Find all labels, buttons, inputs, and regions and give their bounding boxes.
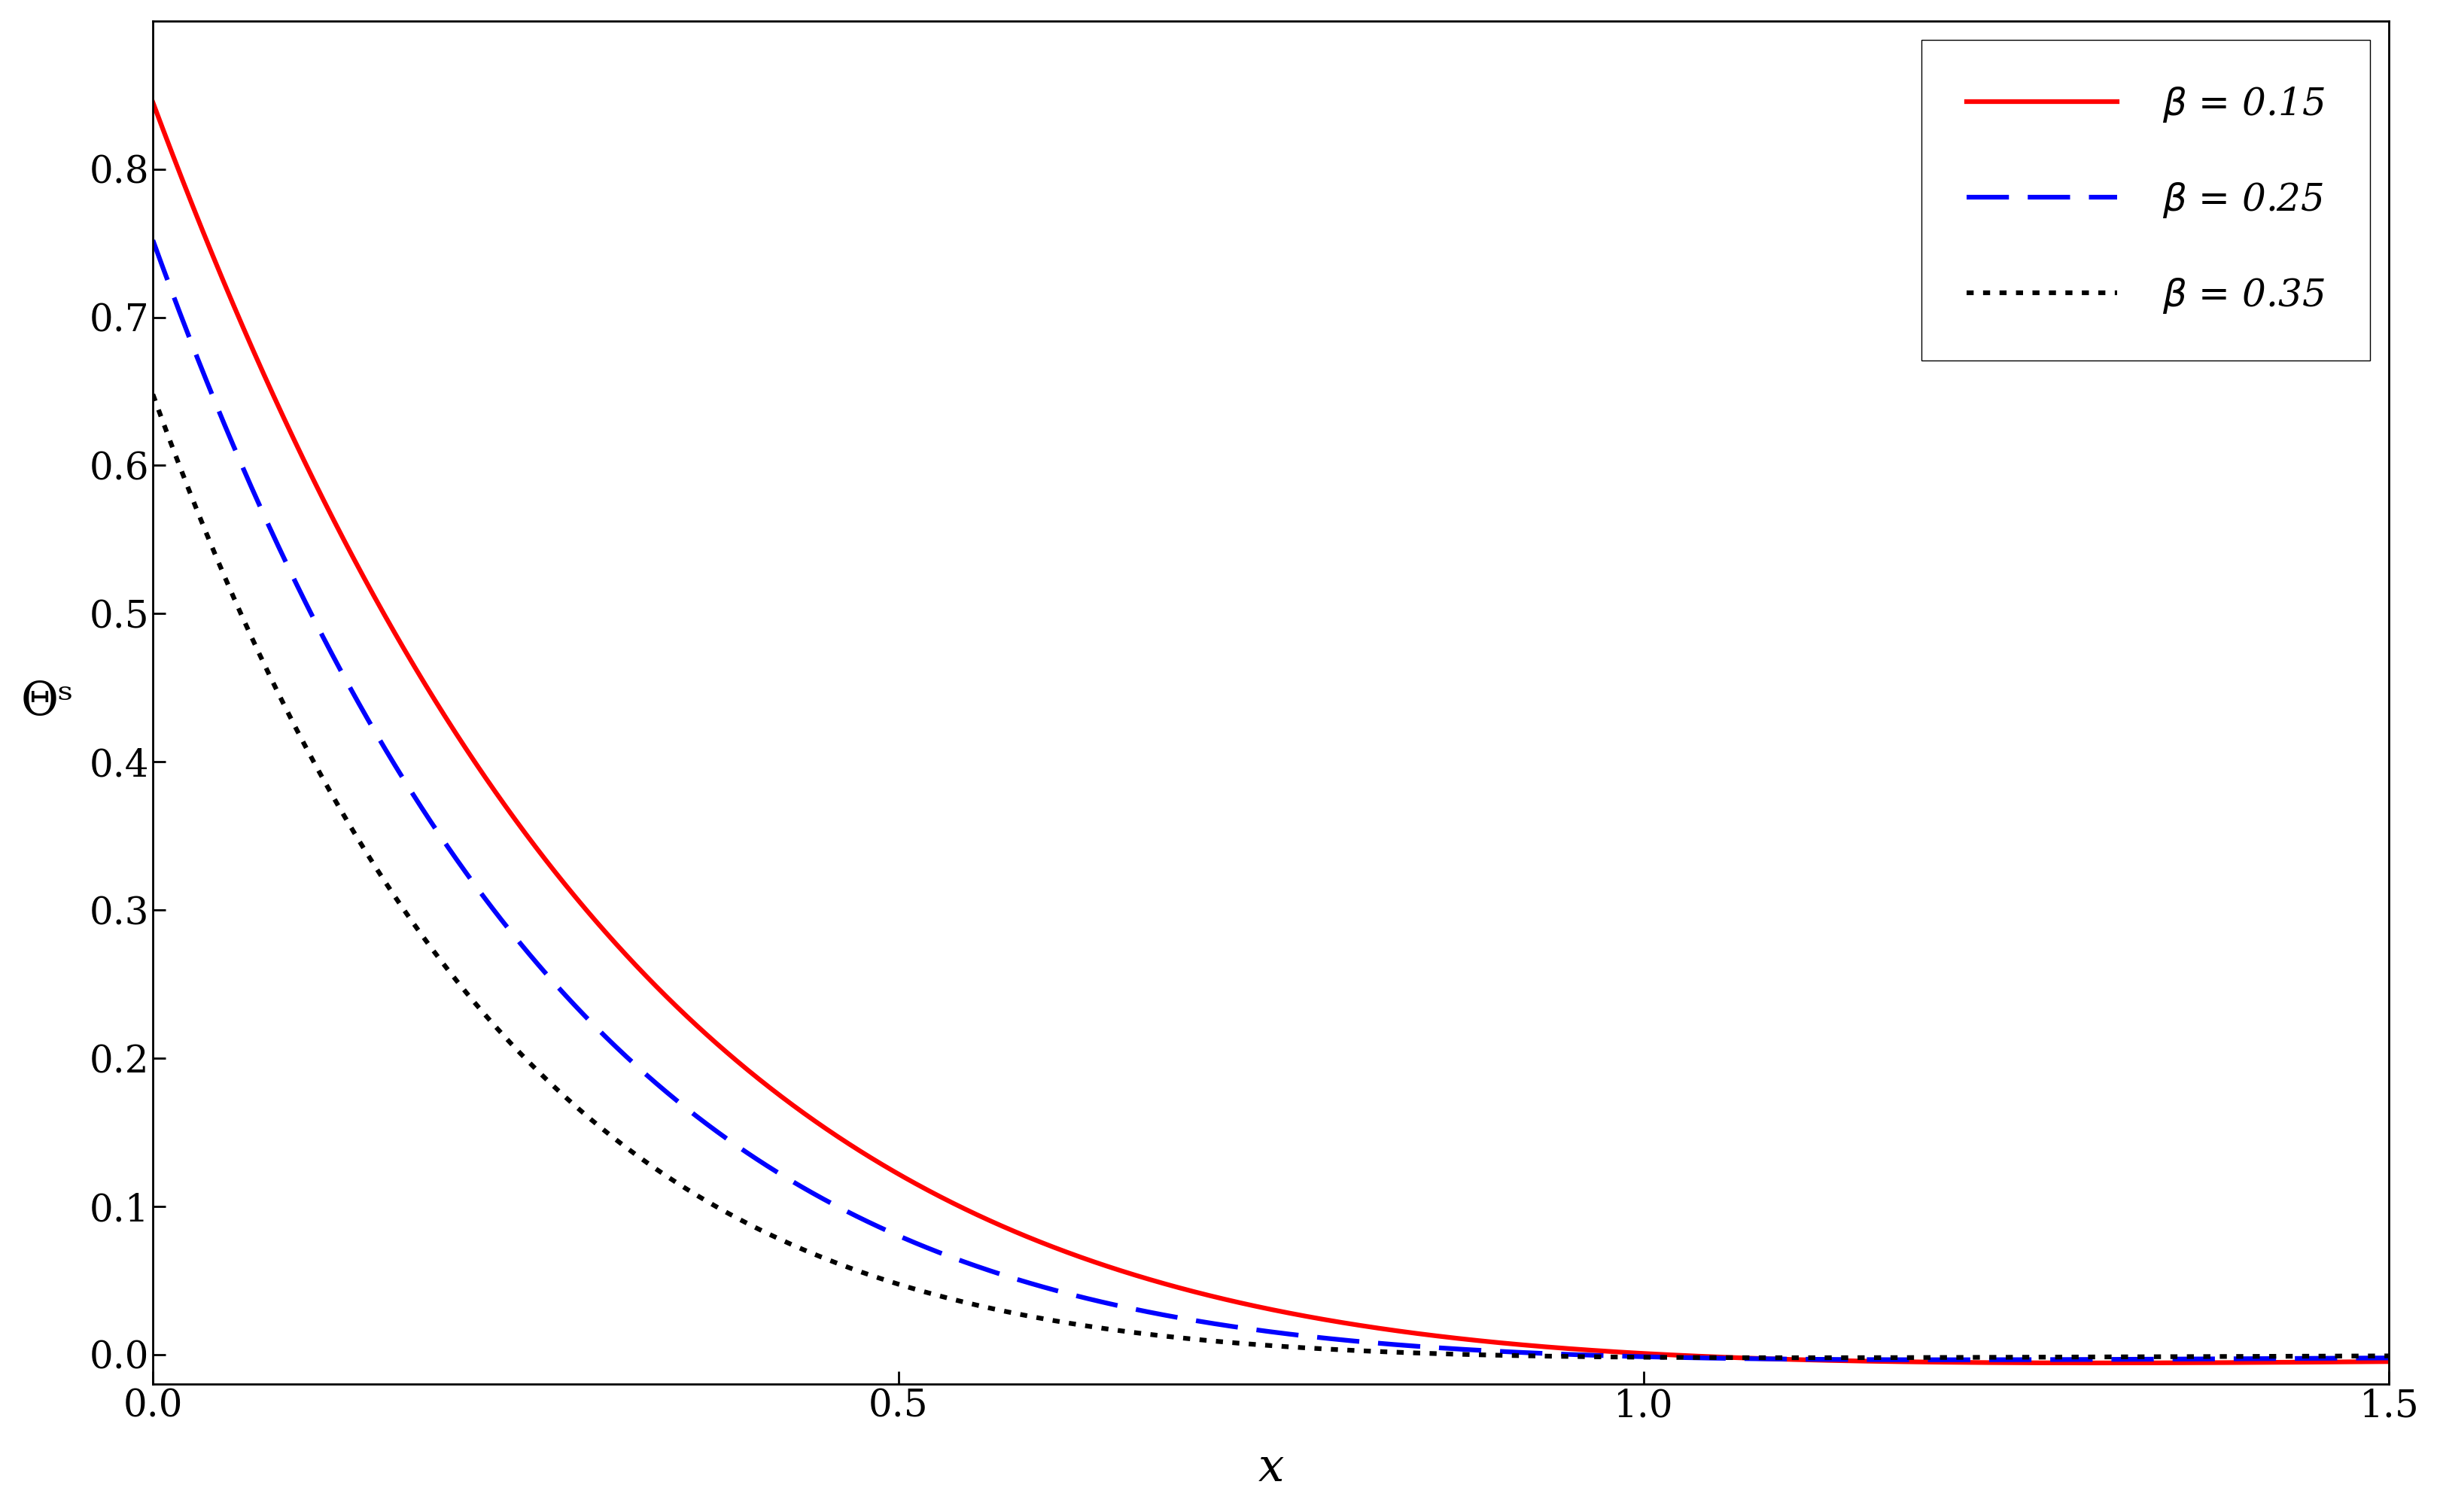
$\beta$ = 0.15	[1166, 1279, 1196, 1297]
Line: $\beta$ = 0.25: $\beta$ = 0.25	[154, 240, 2389, 1359]
$\beta$ = 0.25	[1898, 1350, 1928, 1368]
$\beta$ = 0.25	[1166, 1309, 1196, 1328]
$\beta$ = 0.25	[139, 231, 168, 249]
$\beta$ = 0.15	[2081, 1353, 2111, 1371]
$\beta$ = 0.15	[1225, 1294, 1254, 1312]
$\beta$ = 0.15	[139, 94, 168, 112]
$\beta$ = 0.35	[251, 661, 281, 679]
Y-axis label: Θˢ: Θˢ	[22, 680, 73, 726]
Line: $\beta$ = 0.35: $\beta$ = 0.35	[154, 395, 2389, 1358]
Legend: $\beta$ = 0.15, $\beta$ = 0.25, $\beta$ = 0.35: $\beta$ = 0.15, $\beta$ = 0.25, $\beta$ …	[1923, 39, 2369, 360]
$\beta$ = 0.15	[251, 372, 281, 390]
$\beta$ = 0.25	[2311, 1349, 2340, 1367]
$\beta$ = 0.35	[2374, 1347, 2403, 1365]
X-axis label: x: x	[1259, 1445, 1283, 1491]
$\beta$ = 0.25	[2311, 1349, 2340, 1367]
$\beta$ = 0.35	[139, 386, 168, 404]
$\beta$ = 0.15	[2311, 1353, 2340, 1371]
$\beta$ = 0.25	[251, 513, 281, 531]
$\beta$ = 0.15	[2311, 1353, 2340, 1371]
$\beta$ = 0.25	[1225, 1318, 1254, 1337]
$\beta$ = 0.15	[2374, 1353, 2403, 1371]
$\beta$ = 0.35	[1166, 1329, 1196, 1347]
$\beta$ = 0.15	[1898, 1353, 1928, 1371]
$\beta$ = 0.35	[1225, 1334, 1254, 1352]
$\beta$ = 0.35	[1901, 1349, 1930, 1367]
$\beta$ = 0.25	[2374, 1349, 2403, 1367]
$\beta$ = 0.35	[2311, 1347, 2340, 1365]
Line: $\beta$ = 0.15: $\beta$ = 0.15	[154, 103, 2389, 1362]
$\beta$ = 0.35	[1784, 1349, 1813, 1367]
$\beta$ = 0.35	[2311, 1347, 2340, 1365]
$\beta$ = 0.25	[1935, 1350, 1964, 1368]
